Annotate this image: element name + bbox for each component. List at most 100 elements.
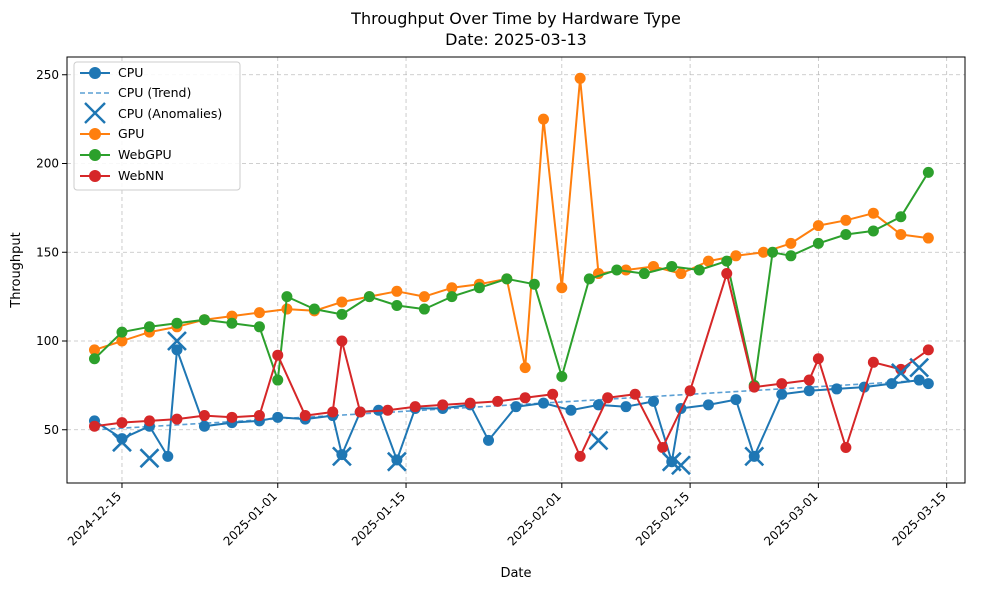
data-point bbox=[537, 397, 549, 409]
data-point bbox=[602, 392, 614, 404]
legend: CPU CPU (Trend) CPU (Anomalies) GPU WebG… bbox=[73, 61, 241, 191]
data-point bbox=[418, 303, 430, 315]
data-point bbox=[409, 401, 421, 413]
legend-label: WebGPU bbox=[118, 147, 172, 162]
data-point bbox=[913, 374, 925, 386]
data-point bbox=[464, 397, 476, 409]
data-point bbox=[519, 392, 531, 404]
legend-entry-webgpu: WebGPU bbox=[80, 147, 172, 162]
data-point bbox=[629, 388, 641, 400]
data-point bbox=[272, 411, 284, 423]
data-point bbox=[867, 356, 879, 368]
data-point bbox=[702, 399, 714, 411]
data-point bbox=[803, 385, 815, 397]
data-point bbox=[922, 166, 934, 178]
data-point bbox=[418, 291, 430, 303]
data-point bbox=[382, 404, 394, 416]
data-point bbox=[647, 260, 659, 272]
data-point bbox=[226, 317, 238, 329]
data-point bbox=[574, 72, 586, 84]
data-point bbox=[812, 353, 824, 365]
data-point bbox=[620, 401, 632, 413]
legend-entry-cpu-anomalies: CPU (Anomalies) bbox=[84, 102, 222, 124]
data-point bbox=[336, 296, 348, 308]
x-tick-label: 2024-12-15 bbox=[65, 489, 124, 548]
chart-subtitle: Date: 2025-03-13 bbox=[445, 30, 587, 49]
data-point bbox=[922, 378, 934, 390]
legend-label: WebNN bbox=[118, 168, 164, 183]
data-point bbox=[721, 268, 733, 280]
data-point bbox=[308, 303, 320, 315]
y-tick-label: 100 bbox=[36, 334, 59, 348]
series-cpu bbox=[88, 344, 934, 468]
data-point bbox=[730, 250, 742, 262]
data-point bbox=[666, 260, 678, 272]
anomaly-marker bbox=[112, 432, 132, 453]
data-point bbox=[684, 385, 696, 397]
data-point bbox=[611, 264, 623, 276]
legend-label: CPU bbox=[118, 65, 143, 80]
data-point bbox=[116, 417, 128, 429]
data-point bbox=[336, 308, 348, 320]
data-point bbox=[171, 344, 183, 356]
data-point bbox=[272, 374, 284, 386]
data-point bbox=[391, 300, 403, 311]
data-point bbox=[537, 113, 549, 125]
data-point bbox=[446, 282, 458, 294]
anomaly-marker bbox=[890, 363, 911, 383]
x-tick-label: 2025-02-15 bbox=[633, 489, 692, 548]
legend-entry-gpu: GPU bbox=[80, 126, 144, 141]
data-point bbox=[519, 362, 531, 374]
data-point bbox=[116, 335, 128, 347]
data-point bbox=[88, 420, 100, 432]
data-point bbox=[363, 291, 375, 303]
legend-box bbox=[73, 61, 241, 191]
data-point bbox=[281, 291, 293, 303]
data-point bbox=[501, 273, 513, 285]
data-point bbox=[547, 388, 559, 400]
series-gpu bbox=[88, 72, 934, 374]
x-tick-label: 2025-03-15 bbox=[890, 489, 949, 548]
anomaly-marker bbox=[139, 448, 160, 469]
data-point bbox=[253, 321, 265, 333]
x-tick-label: 2025-02-01 bbox=[505, 489, 564, 548]
data-point bbox=[162, 450, 174, 462]
data-point bbox=[281, 303, 293, 315]
data-point bbox=[116, 433, 128, 445]
data-point bbox=[565, 404, 577, 416]
anomaly-marker bbox=[331, 446, 352, 467]
data-point bbox=[721, 255, 733, 267]
data-point bbox=[785, 237, 797, 249]
data-point bbox=[638, 268, 650, 280]
data-point bbox=[143, 415, 155, 427]
data-point bbox=[767, 246, 779, 258]
y-axis-label: Throughput bbox=[9, 232, 24, 309]
data-point bbox=[391, 285, 403, 297]
data-point bbox=[840, 229, 852, 240]
data-point bbox=[620, 264, 632, 276]
data-point bbox=[840, 442, 852, 453]
legend-label: CPU (Anomalies) bbox=[118, 106, 222, 121]
data-point bbox=[831, 383, 843, 395]
y-tick-label: 250 bbox=[36, 68, 59, 82]
chart-title: Throughput Over Time by Hardware Type bbox=[350, 9, 681, 28]
x-tick-label: 2025-01-01 bbox=[221, 489, 280, 548]
data-point bbox=[327, 406, 339, 418]
data-point bbox=[583, 273, 595, 285]
data-point bbox=[336, 335, 348, 347]
data-point bbox=[198, 410, 210, 422]
data-point bbox=[198, 314, 210, 326]
data-point bbox=[730, 394, 742, 406]
data-point bbox=[446, 291, 458, 303]
data-point bbox=[647, 395, 659, 407]
legend-entry-webnn: WebNN bbox=[80, 168, 164, 183]
data-point bbox=[776, 388, 788, 400]
axes-frame bbox=[66, 56, 966, 484]
data-point bbox=[922, 344, 934, 356]
data-point bbox=[198, 420, 210, 432]
anomaly-marker bbox=[909, 357, 930, 378]
data-point bbox=[757, 246, 769, 258]
data-point bbox=[657, 442, 669, 453]
data-point bbox=[171, 317, 183, 329]
